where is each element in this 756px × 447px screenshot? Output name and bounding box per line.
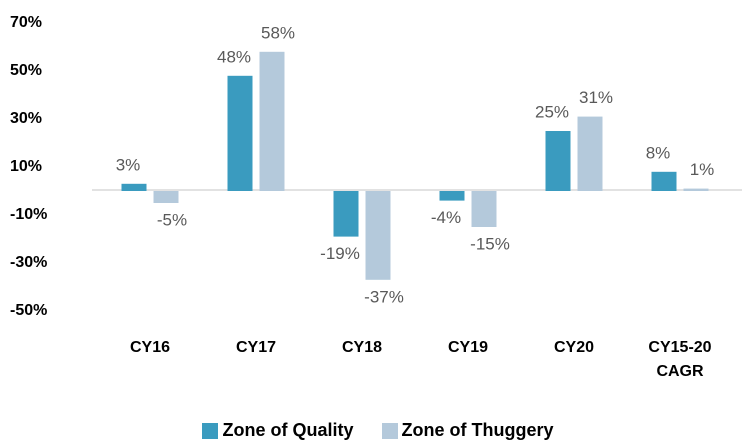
- value-label: -5%: [157, 210, 187, 229]
- y-tick-label: 30%: [10, 110, 42, 127]
- legend-label: Zone of Quality: [222, 420, 354, 440]
- value-label: 1%: [690, 160, 715, 179]
- value-label: -37%: [364, 287, 404, 306]
- bar: [439, 191, 465, 201]
- value-label: 31%: [579, 88, 613, 107]
- value-label: 25%: [535, 102, 569, 121]
- legend-item: Zone of Thuggery: [381, 420, 554, 441]
- legend-item: Zone of Quality: [202, 420, 354, 441]
- bar: [333, 191, 359, 237]
- legend-swatch: [202, 422, 219, 439]
- value-label: 3%: [116, 155, 141, 174]
- legend-swatch: [381, 422, 398, 439]
- bar: [471, 191, 497, 227]
- value-label: 48%: [217, 47, 251, 66]
- x-tick-label: CY18: [341, 339, 383, 356]
- value-label: -4%: [431, 208, 461, 227]
- legend: Zone of Quality Zone of Thuggery: [0, 420, 756, 444]
- bar: [121, 183, 147, 191]
- y-tick-label: 70%: [10, 14, 42, 31]
- legend-label: Zone of Thuggery: [401, 420, 554, 440]
- value-label: 58%: [261, 23, 295, 42]
- x-tick-label: CY16: [129, 339, 171, 356]
- x-tick-label: CY20: [553, 339, 595, 356]
- bar: [577, 116, 603, 191]
- y-tick-label: 10%: [10, 158, 42, 175]
- bar: [651, 171, 677, 191]
- value-label: -15%: [470, 234, 510, 253]
- x-tick-label: CY15-20 CAGR: [648, 339, 712, 380]
- bar: [683, 188, 709, 191]
- bar: [259, 51, 285, 191]
- y-tick-label: -30%: [10, 254, 47, 271]
- bar: [153, 191, 179, 203]
- value-label: 8%: [646, 143, 671, 162]
- value-label: -19%: [320, 244, 360, 263]
- bar: [227, 75, 253, 191]
- y-tick-label: -10%: [10, 206, 47, 223]
- bar: [365, 191, 391, 280]
- y-tick-label: -50%: [10, 302, 47, 319]
- x-tick-label: CY19: [447, 339, 489, 356]
- bar: [545, 131, 571, 191]
- y-tick-label: 50%: [10, 62, 42, 79]
- x-tick-label: CY17: [235, 339, 277, 356]
